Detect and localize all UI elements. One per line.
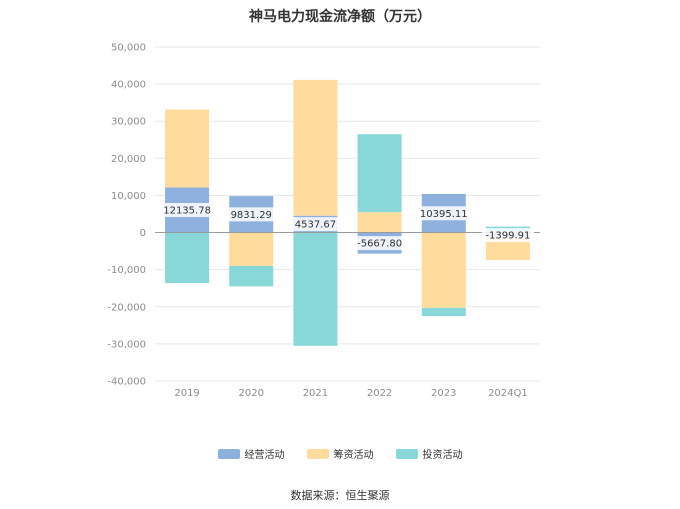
- legend-item[interactable]: 经营活动: [217, 446, 285, 461]
- y-tick-label: 10,000: [111, 191, 146, 202]
- source-note: 数据来源：恒生聚源: [290, 489, 390, 502]
- legend-label: 投资活动: [422, 450, 463, 461]
- bars: [165, 79, 530, 346]
- data-labels: 12135.78 9831.29 4537.67 -5667.80 10395.11 -1…: [160, 203, 535, 251]
- data-label-bg: [292, 217, 339, 232]
- bar-投资活动-2021: [293, 232, 338, 346]
- y-tick-label: 30,000: [111, 117, 146, 128]
- data-label-bg: [417, 206, 470, 221]
- data-label: 10395.11: [420, 209, 468, 220]
- data-label: -5667.80: [357, 239, 402, 250]
- y-tick-label: -10,000: [107, 265, 146, 276]
- y-tick-label: 0: [140, 228, 146, 239]
- bar-投资活动-2020: [229, 265, 274, 287]
- legend-item[interactable]: 筹资活动: [306, 446, 374, 461]
- y-tick-label: -40,000: [107, 377, 146, 388]
- x-tick-label: 2020: [239, 388, 264, 399]
- y-tick-label: -20,000: [107, 302, 146, 313]
- y-tick-label: 20,000: [111, 154, 146, 165]
- data-label-bg: [481, 228, 535, 243]
- legend-swatch: [306, 448, 329, 459]
- bar-筹资活动-2024Q1: [485, 237, 530, 261]
- bar-投资活动-2019: [165, 232, 210, 284]
- x-tick-label: 2019: [174, 388, 199, 399]
- x-tick-label: 2023: [431, 388, 456, 399]
- legend-item[interactable]: 投资活动: [395, 446, 463, 461]
- x-tick-label: 2024Q1: [488, 388, 528, 399]
- grid-lines: [155, 46, 540, 382]
- bar-投资活动-2023: [421, 307, 466, 317]
- bar-筹资活动-2022: [357, 212, 402, 233]
- data-label-bg: [228, 207, 275, 222]
- data-label: -1399.91: [485, 231, 530, 242]
- bar-筹资活动-2019: [165, 109, 210, 188]
- bar-筹资活动-2021: [293, 79, 338, 216]
- y-axis-ticks: 50,000 40,000 30,000 20,000 10,000 0 -10,000 -2…: [107, 43, 146, 388]
- legend-label: 筹资活动: [333, 450, 374, 461]
- bar-投资活动-2022: [357, 134, 402, 213]
- data-label-bg: [160, 203, 214, 218]
- data-label: 4537.67: [295, 220, 336, 231]
- legend: 经营活动 筹资活动 投资活动: [0, 446, 680, 461]
- x-tick-label: 2022: [367, 388, 392, 399]
- chart-title: 神马电力现金流净额（万元）: [249, 9, 431, 25]
- chart-plot: 50,000 40,000 30,000 20,000 10,000 0 -10,000 -2…: [107, 43, 540, 399]
- x-axis-ticks: 2019 2020 2021 2022 2023 2024Q1: [174, 388, 527, 399]
- y-tick-label: -30,000: [107, 339, 146, 350]
- data-label: 12135.78: [163, 206, 211, 217]
- bar-筹资活动-2020: [229, 232, 274, 266]
- data-label: 9831.29: [231, 210, 272, 221]
- y-tick-label: 40,000: [111, 80, 146, 91]
- bar-筹资活动-2023: [421, 232, 466, 308]
- y-tick-label: 50,000: [111, 43, 146, 54]
- legend-swatch: [395, 448, 418, 459]
- legend-swatch: [217, 448, 240, 459]
- data-label-bg: [353, 236, 406, 251]
- legend-label: 经营活动: [244, 450, 285, 461]
- x-tick-label: 2021: [303, 388, 328, 399]
